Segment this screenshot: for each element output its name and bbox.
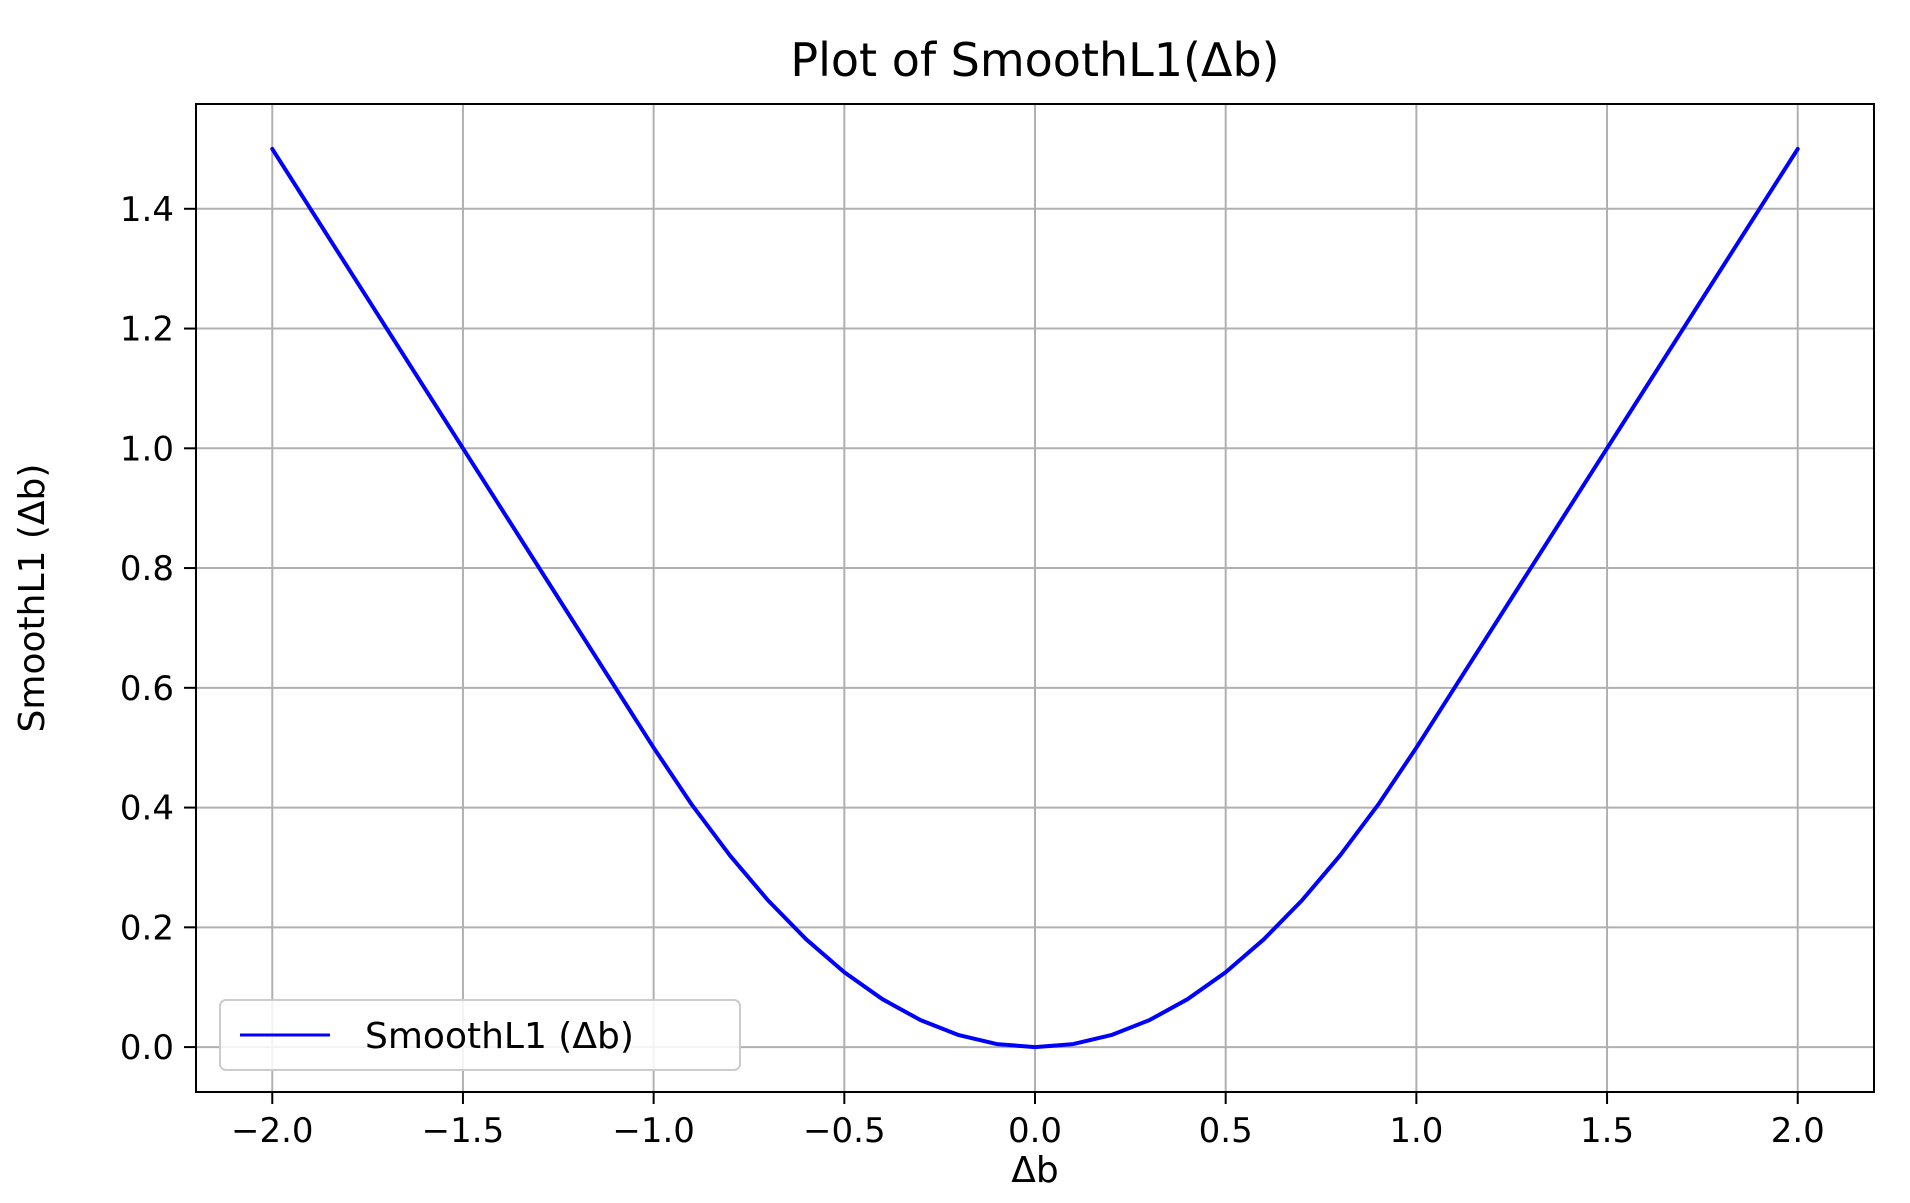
data-point bbox=[366, 297, 369, 300]
data-point bbox=[957, 1034, 960, 1037]
data-point bbox=[1415, 746, 1418, 749]
data-point bbox=[271, 147, 274, 150]
series-line-0 bbox=[270, 146, 1800, 1050]
data-point bbox=[652, 746, 655, 749]
data-point bbox=[1701, 297, 1704, 300]
y-tick-label: 0.0 bbox=[120, 1028, 174, 1068]
data-point bbox=[881, 998, 884, 1001]
data-point bbox=[843, 971, 846, 974]
legend-box bbox=[219, 999, 741, 1071]
data-point bbox=[557, 597, 560, 600]
x-tick-label: 1.0 bbox=[1389, 1111, 1443, 1151]
data-point bbox=[728, 854, 731, 857]
grid-lines bbox=[196, 104, 1874, 1092]
data-point bbox=[1034, 1046, 1037, 1049]
data-point bbox=[805, 938, 808, 941]
x-tick-label: −1.0 bbox=[612, 1111, 695, 1151]
y-tick-label: 0.2 bbox=[120, 908, 174, 948]
data-point bbox=[919, 1019, 922, 1022]
x-tick-label: 0.0 bbox=[1008, 1111, 1062, 1151]
data-point bbox=[1186, 998, 1189, 1001]
chart-title: Plot of SmoothL1(Δb) bbox=[790, 33, 1279, 87]
data-point bbox=[1148, 1019, 1151, 1022]
x-tick-label: −1.5 bbox=[422, 1111, 505, 1151]
data-point bbox=[1110, 1034, 1113, 1037]
y-tick-label: 1.4 bbox=[120, 190, 174, 230]
y-tick-label: 0.6 bbox=[120, 669, 174, 709]
x-axis-ticks: −2.0 −1.5 −1.0 −0.5 0.0 0.5 1.0 1.5 2.0 bbox=[231, 1092, 1825, 1151]
data-point bbox=[1072, 1043, 1075, 1046]
data-point bbox=[1262, 938, 1265, 941]
data-point bbox=[690, 803, 693, 806]
y-axis-label: SmoothL1 (Δb) bbox=[12, 464, 53, 733]
y-tick-label: 1.2 bbox=[120, 310, 174, 350]
x-axis-label: Δb bbox=[1011, 1150, 1058, 1191]
y-axis-ticks: 0.0 0.2 0.4 0.6 0.8 1.0 1.2 1.4 bbox=[120, 190, 196, 1068]
data-point bbox=[1224, 971, 1227, 974]
data-point bbox=[767, 899, 770, 902]
x-tick-label: 0.5 bbox=[1199, 1111, 1253, 1151]
y-tick-label: 1.0 bbox=[120, 429, 174, 469]
legend-label: SmoothL1 (Δb) bbox=[365, 1016, 634, 1057]
data-point bbox=[461, 447, 464, 450]
data-point bbox=[1339, 854, 1342, 857]
x-tick-label: 2.0 bbox=[1771, 1111, 1825, 1151]
data-point bbox=[1510, 597, 1513, 600]
x-tick-label: −0.5 bbox=[803, 1111, 886, 1151]
y-tick-label: 0.4 bbox=[120, 789, 174, 829]
data-point bbox=[995, 1043, 998, 1046]
x-tick-label: −2.0 bbox=[231, 1111, 314, 1151]
data-point bbox=[1796, 147, 1799, 150]
y-tick-label: 0.8 bbox=[120, 549, 174, 589]
series-layer bbox=[270, 146, 1800, 1050]
x-tick-label: 1.5 bbox=[1580, 1111, 1634, 1151]
data-point bbox=[1377, 803, 1380, 806]
data-point bbox=[1300, 899, 1303, 902]
legend: SmoothL1 (Δb) bbox=[219, 999, 741, 1071]
data-point bbox=[1606, 447, 1609, 450]
